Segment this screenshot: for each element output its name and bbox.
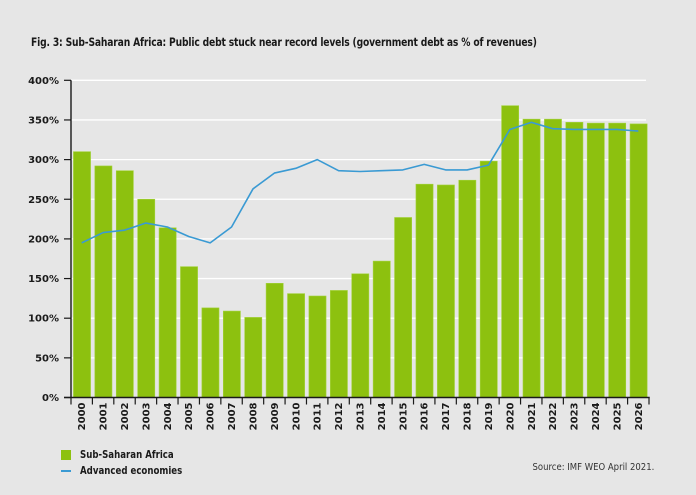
x-tick-label: 2011 bbox=[313, 402, 324, 430]
y-tick-label: 50% bbox=[35, 353, 59, 364]
x-tick-label: 2017 bbox=[441, 402, 452, 430]
bar-2004 bbox=[158, 227, 177, 398]
x-tick-label: 2015 bbox=[398, 402, 409, 430]
bar-2008 bbox=[244, 317, 263, 398]
y-tick-label: 0% bbox=[42, 393, 59, 404]
chart-area: 0%50%100%150%200%250%300%350%400% 2000 20… bbox=[28, 76, 650, 430]
bar-2002 bbox=[115, 170, 134, 398]
y-axis-ticks: 0% 50% 100% 150% 200% 250% 300% 350% 400% bbox=[28, 76, 71, 404]
x-tick-label: 2006 bbox=[206, 402, 217, 430]
bar-2023 bbox=[565, 122, 584, 398]
bar-2005 bbox=[180, 266, 198, 398]
x-tick-label: 2014 bbox=[377, 402, 388, 430]
bar-2018 bbox=[458, 179, 477, 398]
x-axis-ticks: 2000 2001 2002 2003 2004 2005 2006 2007 2008 2009… bbox=[70, 397, 650, 430]
bar-2017 bbox=[437, 184, 455, 398]
bar-2007 bbox=[222, 310, 241, 398]
bar-2014 bbox=[372, 260, 391, 398]
chart-title: Fig. 3: Sub-Saharan Africa: Public debt … bbox=[31, 36, 537, 49]
x-tick-label: 2004 bbox=[163, 402, 174, 430]
bar-2022 bbox=[544, 118, 562, 398]
source-note: Source: IMF WEO April 2021. bbox=[532, 462, 654, 473]
x-tick-label: 2005 bbox=[184, 402, 195, 430]
x-tick-label: 2016 bbox=[420, 402, 431, 430]
bar-2000 bbox=[73, 151, 91, 398]
bar-series-sub-saharan-africa bbox=[73, 105, 648, 398]
bar-2025 bbox=[608, 122, 627, 398]
x-tick-label: 2022 bbox=[548, 402, 559, 430]
y-tick-label: 250% bbox=[28, 195, 59, 206]
bar-2011 bbox=[308, 295, 327, 398]
x-tick-label: 2019 bbox=[484, 402, 495, 430]
y-tick-label: 100% bbox=[28, 314, 59, 325]
bar-2010 bbox=[287, 293, 305, 398]
legend-swatch-line bbox=[61, 470, 71, 472]
bar-2024 bbox=[586, 122, 605, 398]
x-tick-label: 2020 bbox=[505, 402, 516, 430]
legend-item-sub-saharan-africa: Sub-Saharan Africa bbox=[61, 447, 205, 463]
x-tick-label: 2002 bbox=[120, 402, 131, 430]
y-tick-label: 200% bbox=[28, 234, 59, 245]
legend-item-advanced-economies: Advanced economies bbox=[61, 463, 205, 479]
y-tick-label: 150% bbox=[28, 274, 59, 285]
x-tick-label: 2008 bbox=[248, 402, 259, 430]
x-tick-label: 2026 bbox=[634, 402, 645, 430]
x-tick-label: 2007 bbox=[227, 402, 238, 430]
bar-2015 bbox=[394, 217, 412, 398]
x-tick-label: 2023 bbox=[570, 402, 581, 430]
x-tick-label: 2025 bbox=[612, 402, 623, 430]
x-tick-label: 2024 bbox=[591, 402, 602, 430]
x-tick-label: 2021 bbox=[527, 402, 538, 430]
bar-2021 bbox=[522, 118, 541, 398]
bar-2012 bbox=[330, 290, 348, 398]
legend-label: Advanced economies bbox=[80, 465, 183, 477]
y-tick-label: 350% bbox=[28, 115, 59, 126]
bar-2001 bbox=[94, 165, 113, 398]
legend-label: Sub-Saharan Africa bbox=[80, 449, 174, 461]
bar-2006 bbox=[201, 307, 220, 398]
x-tick-label: 2003 bbox=[141, 402, 152, 430]
bar-2026 bbox=[629, 123, 648, 398]
x-tick-label: 2012 bbox=[334, 402, 345, 430]
legend-swatch-bar bbox=[61, 450, 71, 460]
x-tick-label: 2013 bbox=[356, 402, 367, 430]
bar-2016 bbox=[415, 183, 434, 398]
x-tick-label: 2018 bbox=[463, 402, 474, 430]
bar-2003 bbox=[137, 198, 156, 398]
line-series-advanced-economies bbox=[81, 121, 639, 244]
bar-2019 bbox=[479, 160, 498, 398]
y-tick-label: 300% bbox=[28, 155, 59, 166]
x-tick-label: 2001 bbox=[99, 402, 110, 430]
x-tick-label: 2000 bbox=[77, 402, 88, 430]
legend: Sub-Saharan Africa Advanced economies bbox=[61, 447, 205, 479]
bar-2020 bbox=[501, 105, 520, 398]
x-tick-label: 2010 bbox=[291, 402, 302, 430]
bar-2013 bbox=[351, 273, 370, 398]
x-tick-label: 2009 bbox=[270, 402, 281, 430]
bar-2009 bbox=[265, 283, 284, 398]
y-tick-label: 400% bbox=[28, 76, 59, 87]
